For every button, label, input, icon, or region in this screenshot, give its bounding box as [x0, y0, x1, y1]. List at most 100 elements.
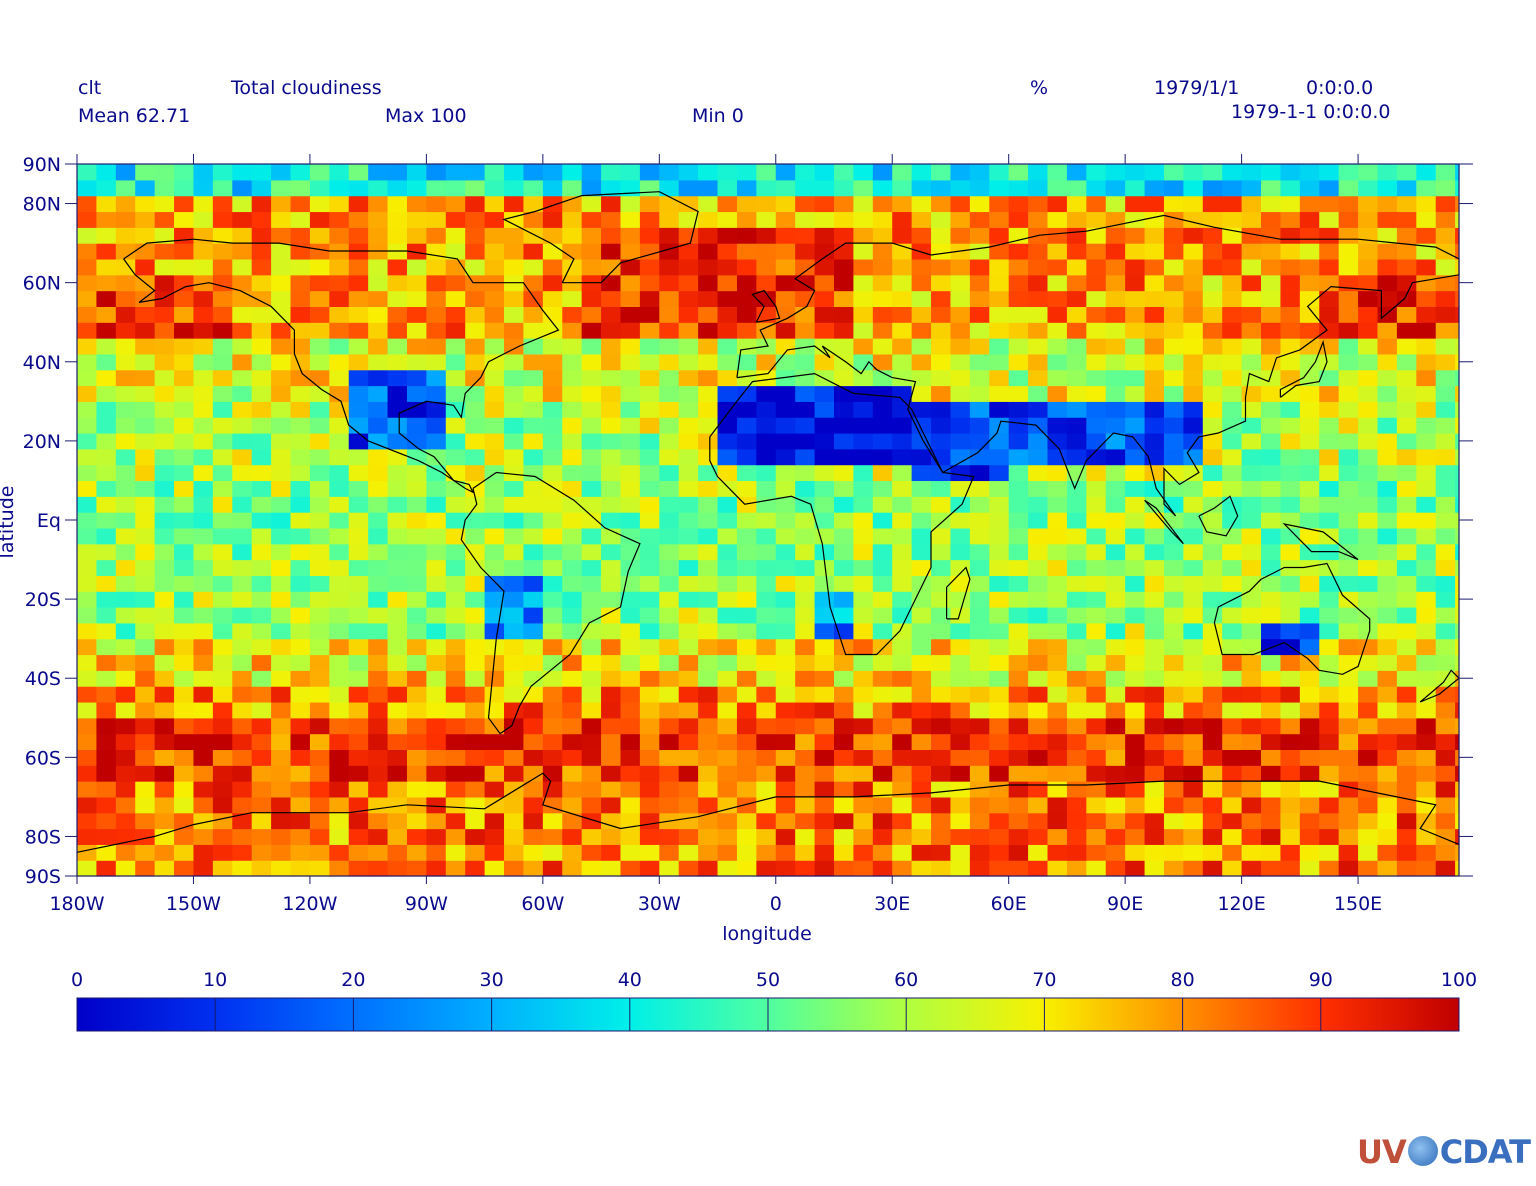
grid-cell	[853, 243, 874, 260]
grid-cell	[1008, 796, 1029, 814]
grid-cell	[911, 796, 932, 814]
grid-cell	[1455, 733, 1460, 751]
grid-cell	[795, 686, 816, 703]
grid-cell	[232, 322, 253, 339]
grid-cell	[1299, 638, 1320, 656]
grid-cell	[542, 860, 563, 877]
coastline	[1279, 339, 1328, 398]
grid-cell	[271, 686, 292, 703]
grid-cell	[135, 496, 156, 513]
grid-cell	[1202, 369, 1223, 387]
grid-cell	[1047, 211, 1068, 228]
grid-cell	[1086, 195, 1107, 213]
grid-cell	[562, 543, 583, 561]
grid-cell	[1202, 733, 1223, 751]
grid-cell	[135, 258, 156, 276]
grid-cell	[1319, 432, 1340, 450]
grid-cell	[348, 258, 369, 276]
grid-cell	[717, 227, 738, 244]
grid-cell	[1105, 796, 1126, 814]
grid-cell	[387, 812, 408, 830]
grid-cell	[562, 591, 583, 608]
grid-cell	[1358, 527, 1379, 545]
grid-cell	[795, 796, 816, 814]
grid-cell	[853, 638, 874, 656]
grid-cell	[232, 164, 253, 181]
grid-cell	[1163, 543, 1184, 561]
grid-cell	[1222, 575, 1243, 592]
grid-cell	[1241, 369, 1262, 387]
grid-cell	[406, 432, 427, 450]
grid-cell	[1086, 828, 1107, 845]
grid-cell	[736, 338, 757, 355]
grid-cell	[96, 701, 117, 719]
grid-cell	[96, 638, 117, 656]
grid-cell	[309, 765, 330, 782]
grid-cell	[445, 338, 466, 355]
grid-cell	[174, 575, 195, 592]
grid-cell	[96, 812, 117, 830]
grid-cell	[1047, 638, 1068, 656]
grid-cell	[1202, 306, 1223, 323]
grid-cell	[387, 749, 408, 766]
grid-cell	[271, 733, 292, 751]
grid-cell	[989, 654, 1010, 671]
grid-cell	[426, 164, 447, 181]
grid-cell	[833, 654, 854, 671]
grid-cell	[872, 322, 893, 339]
grid-cell	[756, 749, 777, 766]
grid-cell	[1299, 243, 1320, 260]
grid-cell	[523, 844, 544, 861]
grid-cell	[872, 195, 893, 213]
grid-cell	[387, 591, 408, 608]
grid-cell	[620, 338, 641, 355]
grid-cell	[1086, 164, 1107, 181]
colorbar-tick-label: 50	[756, 969, 780, 991]
grid-cell	[135, 765, 156, 782]
grid-cell	[1202, 860, 1223, 877]
grid-cell	[931, 417, 952, 434]
grid-cell	[290, 211, 311, 228]
grid-cell	[1202, 417, 1223, 434]
grid-cell	[931, 432, 952, 450]
grid-cell	[950, 448, 971, 466]
grid-cell	[872, 338, 893, 355]
grid-cell	[1183, 844, 1204, 861]
grid-cell	[814, 195, 835, 213]
grid-cell	[795, 353, 816, 371]
grid-cell	[698, 622, 719, 640]
grid-cell	[717, 401, 738, 418]
grid-cell	[348, 638, 369, 656]
grid-cell	[1358, 464, 1379, 482]
grid-cell	[814, 211, 835, 228]
grid-cell	[523, 670, 544, 687]
grid-cell	[1435, 432, 1456, 450]
grid-cell	[1066, 290, 1087, 307]
grid-cell	[698, 860, 719, 877]
grid-cell	[309, 559, 330, 576]
grid-cell	[562, 701, 583, 719]
grid-cell	[484, 844, 505, 861]
grid-cell	[329, 227, 350, 244]
grid-cell	[1008, 812, 1029, 830]
grid-cell	[1455, 781, 1460, 798]
grid-cell	[1280, 195, 1301, 213]
grid-cell	[931, 322, 952, 339]
grid-cell	[1377, 195, 1398, 213]
grid-cell	[426, 781, 447, 798]
grid-cell	[639, 844, 660, 861]
grid-cell	[1086, 543, 1107, 561]
grid-cell	[1455, 496, 1460, 513]
grid-cell	[639, 686, 660, 703]
grid-cell	[678, 211, 699, 228]
colorbar-tick-label: 90	[1309, 969, 1333, 991]
grid-cell	[620, 638, 641, 656]
grid-cell	[853, 559, 874, 576]
grid-cell	[251, 179, 272, 197]
grid-cell	[1163, 417, 1184, 434]
grid-cell	[717, 385, 738, 402]
grid-cell	[212, 701, 233, 719]
grid-cell	[154, 306, 175, 323]
grid-cell	[1066, 243, 1087, 260]
grid-cell	[154, 496, 175, 513]
